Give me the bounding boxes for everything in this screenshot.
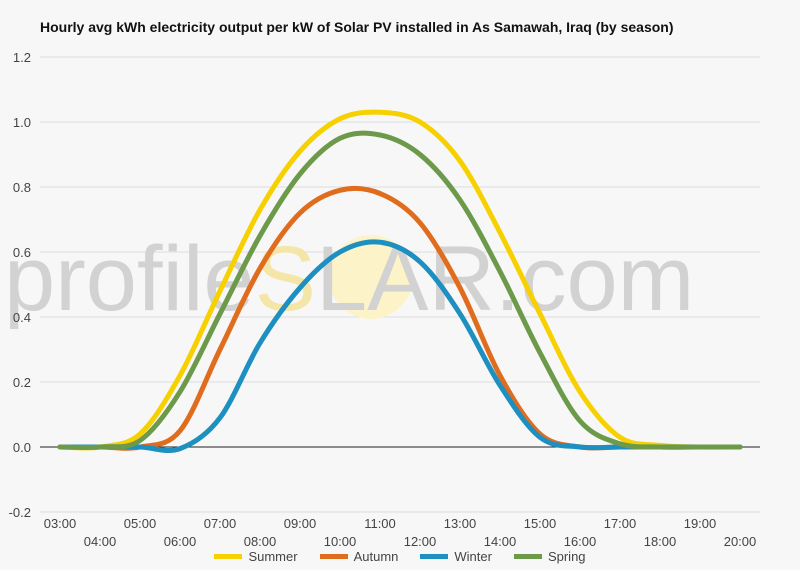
x-tick-label: 12:00 (404, 534, 437, 549)
x-tick-label: 07:00 (204, 516, 237, 531)
legend-label: Winter (454, 549, 492, 564)
y-axis-ticks: -0.2 0.0 0.2 0.4 0.6 0.8 1.0 1.2 (9, 50, 31, 520)
legend-label: Autumn (353, 549, 399, 564)
legend-item-autumn[interactable]: Autumn (319, 549, 399, 564)
legend-item-winter[interactable]: Winter (420, 549, 492, 564)
x-tick-label: 06:00 (164, 534, 197, 549)
series-line-summer (57, 109, 743, 451)
series-line-winter (57, 239, 743, 453)
x-tick-label: 03:00 (44, 516, 77, 531)
y-tick-label: 1.2 (13, 50, 31, 65)
y-tick-label: -0.2 (9, 505, 31, 520)
legend-item-summer[interactable]: Summer (214, 549, 298, 564)
legend: Summer Autumn Winter Spring (0, 549, 800, 564)
x-tick-label: 09:00 (284, 516, 317, 531)
series-lines (57, 109, 743, 453)
y-tick-label: 0.4 (13, 310, 31, 325)
watermark-left: profile (4, 228, 255, 330)
legend-swatch-summer (214, 554, 243, 559)
legend-swatch-winter (420, 554, 449, 559)
y-tick-label: 1.0 (13, 115, 31, 130)
y-tick-label: 0.0 (13, 440, 31, 455)
x-tick-label: 13:00 (444, 516, 477, 531)
legend-label: Spring (547, 549, 586, 564)
y-tick-label: 0.2 (13, 375, 31, 390)
watermark-text: profileSLAR.com (4, 228, 694, 330)
x-tick-label: 17:00 (604, 516, 637, 531)
x-tick-label: 18:00 (644, 534, 677, 549)
x-tick-label: 16:00 (564, 534, 597, 549)
x-tick-label: 20:00 (724, 534, 757, 549)
y-tick-label: 0.8 (13, 180, 31, 195)
x-tick-label: 05:00 (124, 516, 157, 531)
watermark: profileSLAR.com (4, 228, 694, 330)
legend-item-spring[interactable]: Spring (513, 549, 586, 564)
x-tick-label: 08:00 (244, 534, 277, 549)
x-tick-label: 14:00 (484, 534, 517, 549)
y-tick-label: 0.6 (13, 245, 31, 260)
series-line-spring (57, 130, 743, 450)
x-tick-label: 04:00 (84, 534, 117, 549)
legend-swatch-spring (513, 554, 542, 559)
x-tick-label: 15:00 (524, 516, 557, 531)
x-tick-label: 11:00 (364, 516, 396, 531)
x-tick-label: 10:00 (324, 534, 357, 549)
chart-title: Hourly avg kWh electricity output per kW… (40, 19, 674, 35)
legend-swatch-autumn (319, 554, 348, 559)
legend-label: Summer (248, 549, 298, 564)
watermark-sun-icon (329, 235, 413, 319)
x-tick-label: 19:00 (684, 516, 717, 531)
x-axis-ticks: 03:00 04:00 05:00 06:00 07:00 08:00 09:00 10:00… (44, 516, 757, 549)
